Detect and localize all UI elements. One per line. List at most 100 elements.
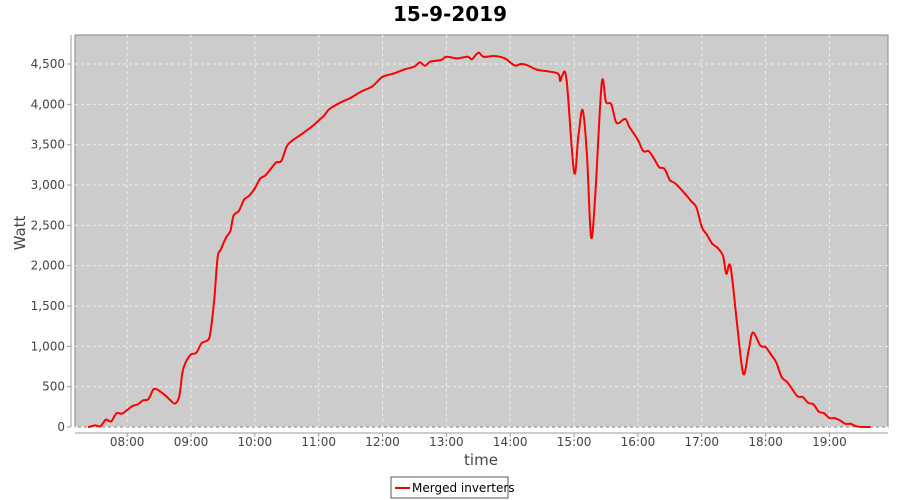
data-point [178,395,181,398]
data-point [477,51,480,54]
data-point [600,82,603,85]
x-tick-label: 10:00 [238,435,273,449]
legend: Merged inverters [390,476,515,499]
data-point [370,85,373,88]
data-point [440,59,443,62]
data-point [561,74,564,77]
data-point [801,396,804,399]
y-tick-label: 1,500 [31,299,65,313]
data-point [445,55,448,58]
data-point [769,353,772,356]
y-axis-label: Watt [11,215,29,250]
data-point [791,388,794,391]
data-point [628,125,631,128]
data-point [833,417,836,420]
data-point [493,54,496,57]
data-point [807,401,810,404]
legend-box [390,476,509,499]
data-point [559,79,562,82]
x-tick-label: 15:00 [557,435,592,449]
data-point [868,426,871,428]
y-tick-label: 500 [42,380,65,394]
data-point [700,225,703,228]
data-point [229,230,232,232]
data-point [716,246,719,249]
data-point [392,72,395,75]
data-point [248,194,251,197]
data-point [711,242,714,245]
data-point [658,166,661,169]
data-point [285,145,288,148]
data-point [232,214,235,217]
data-point [120,412,123,415]
data-point [610,103,613,106]
data-point [131,405,134,408]
data-point [168,398,171,401]
data-point [663,167,666,170]
x-axis-ticks: 08:00 09:00 10:00 11:00 12:00 13:00 14:00 15:00… [110,433,847,449]
data-point [147,398,150,401]
data-point [577,135,580,138]
data-point [142,399,145,402]
data-point [152,388,155,391]
data-point [189,353,192,356]
y-tick-label: 4,000 [31,97,65,111]
data-point [615,121,618,124]
data-point [413,65,416,68]
data-point [253,187,256,190]
x-tick-label: 14:00 [493,435,528,449]
data-point [264,174,267,177]
x-tick-label: 12:00 [365,435,400,449]
data-point [652,157,655,160]
data-point [759,344,762,347]
data-point [200,342,203,345]
data-point [158,389,161,392]
data-point [466,55,469,58]
x-tick-label: 13:00 [429,435,464,449]
data-point [104,418,107,421]
data-point [747,349,750,352]
data-point [590,236,593,239]
data-point [636,138,639,141]
y-axis-ticks: 0 500 1,000 1,500 2,000 2,500 3,000 3,500 4,000 4… [31,57,71,434]
plot-area [74,34,889,428]
data-point [323,114,326,117]
data-point [751,331,754,334]
y-tick-label: 0 [57,420,65,434]
y-tick-label: 4,500 [31,57,65,71]
data-point [126,409,129,412]
data-point [585,151,588,154]
data-point [269,167,272,170]
data-point [482,55,485,58]
data-point [605,100,608,103]
data-point [780,375,783,378]
x-tick-label: 09:00 [174,435,209,449]
x-tick-label: 18:00 [748,435,783,449]
data-point [424,64,427,67]
legend-label: Merged inverters [412,481,515,495]
x-tick-label: 16:00 [621,435,656,449]
x-axis-label: time [464,451,498,469]
data-point [849,422,852,425]
x-tick-label: 11:00 [301,435,336,449]
data-point [174,402,177,405]
data-point [855,425,858,428]
x-tick-label: 08:00 [110,435,145,449]
data-point [823,412,826,415]
data-point [456,57,459,60]
data-point [573,171,576,174]
data-point [338,101,341,104]
data-point [181,371,184,374]
y-tick-label: 1,000 [31,339,65,353]
data-point [503,57,506,60]
data-point [725,272,728,275]
data-point [844,422,847,425]
y-tick-label: 3,500 [31,138,65,152]
data-point [535,68,538,71]
data-point [860,426,863,428]
data-point [136,403,139,406]
gridlines [75,35,888,428]
x-tick-label: 19:00 [812,435,847,449]
data-point [642,150,645,153]
data-point [213,296,216,299]
